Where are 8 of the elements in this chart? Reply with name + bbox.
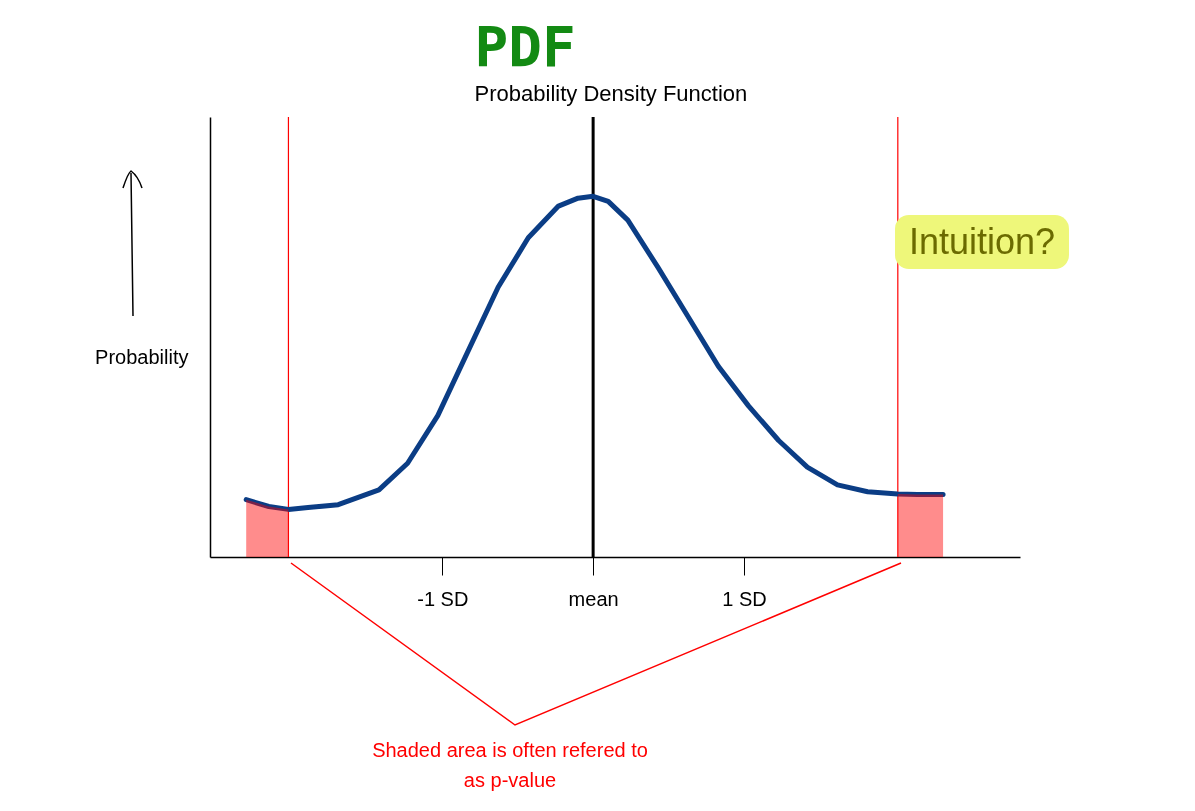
text: Shaded area is often refered to as p-value xyxy=(371,738,649,793)
x-tick-label: -1 SD xyxy=(417,587,469,610)
x-tick-label: mean xyxy=(568,587,619,610)
chart-subtitle: Probability Density Function xyxy=(474,80,748,106)
x-tick-label: 1 SD xyxy=(722,587,767,610)
annotation: Intuition? xyxy=(895,215,1070,269)
chart-title: PDF xyxy=(474,13,576,79)
y-axis-title: Probability xyxy=(95,345,189,368)
